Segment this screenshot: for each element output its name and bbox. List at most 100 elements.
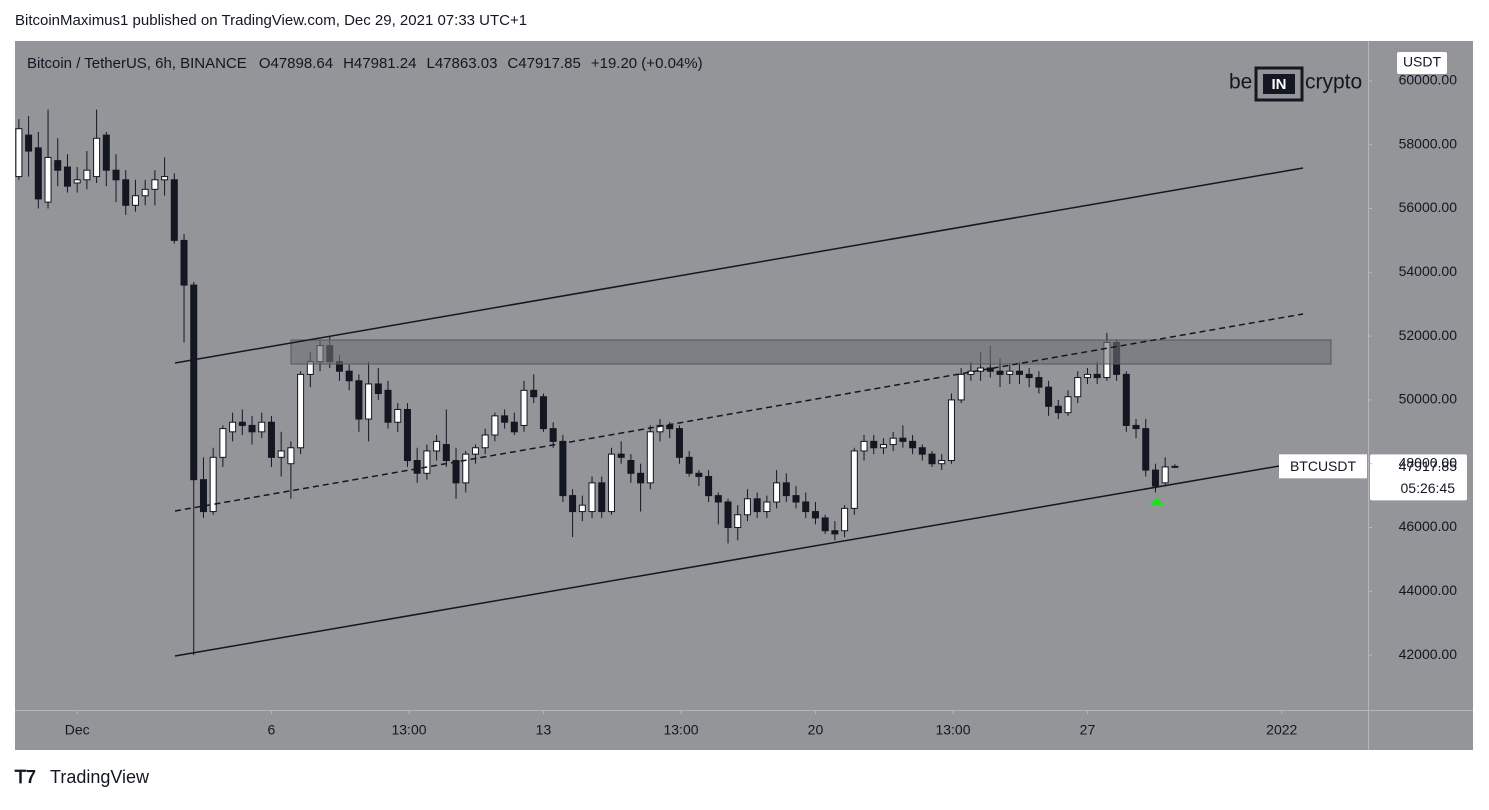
candle-body [792, 495, 800, 503]
candle-body [743, 498, 751, 516]
last-price-box [1370, 454, 1467, 501]
candle-body [170, 179, 178, 241]
logo-right: crypto [1305, 71, 1362, 94]
candle-body [345, 370, 353, 382]
candle-body [1035, 377, 1043, 388]
candle-body [617, 453, 625, 458]
candle-body [841, 507, 849, 532]
x-tick-label: 13:00 [935, 722, 970, 738]
channel-lower [174, 464, 1286, 657]
candle-body [607, 453, 615, 513]
ticker-box [1279, 454, 1367, 479]
candle-body [802, 501, 810, 513]
candle-body [539, 396, 547, 430]
candle-body [403, 408, 411, 462]
candle-body [899, 437, 907, 442]
x-tick-label: 6 [268, 722, 276, 738]
candle-body [199, 479, 207, 513]
footer-icon: ꓔ7 [14, 767, 36, 787]
candle-body [918, 447, 926, 455]
y-tick-label: 58000.00 [1399, 135, 1458, 151]
candle-body [112, 169, 120, 181]
legend-prefix: L [427, 55, 435, 72]
candle-body [238, 421, 246, 426]
candle-body [365, 383, 373, 420]
y-tick-label: 50000.00 [1399, 391, 1458, 407]
candle-body [734, 514, 742, 529]
candle-body [685, 456, 693, 474]
candle-body [1025, 373, 1033, 379]
y-tick-label: 42000.00 [1399, 646, 1458, 662]
candle-body [1006, 370, 1014, 375]
y-tick-label: 54000.00 [1399, 263, 1458, 279]
candle-body [1074, 377, 1082, 398]
ticker-label: BTCUSDT [1290, 458, 1357, 474]
candle-body [44, 156, 52, 203]
y-tick-label: 48000.00 [1399, 454, 1458, 470]
candle-body [229, 421, 237, 433]
resistance-zone [290, 339, 1332, 365]
legend-low: 47863.03 [435, 55, 498, 72]
candle-body [462, 453, 470, 484]
candle-body [714, 495, 722, 503]
candle-body [277, 450, 285, 458]
x-tick-label: 13:00 [663, 722, 698, 738]
publish-header: BitcoinMaximus1 published on TradingView… [15, 12, 527, 29]
x-tick-label: 2022 [1266, 722, 1297, 738]
candle-body [947, 399, 955, 462]
candle-body [491, 415, 499, 436]
channel-upper [174, 167, 1304, 364]
candle-body [471, 447, 479, 455]
candle-body [54, 160, 62, 171]
y-tick-label: 46000.00 [1399, 518, 1458, 534]
symbol-legend: Bitcoin / TetherUS, 6h, BINANCE O47898.64… [27, 55, 703, 72]
candle-body [93, 137, 101, 178]
candle-body [1171, 465, 1179, 468]
logo-middle: IN [1272, 76, 1287, 93]
candle-body [831, 530, 839, 535]
footer-brand: TradingView [50, 767, 150, 787]
logo-left: be [1229, 71, 1252, 94]
candle-body [549, 428, 557, 442]
candle-body [258, 421, 266, 433]
legend-prefix: O [259, 55, 271, 72]
candle-body [1045, 386, 1053, 407]
candle-body [219, 428, 227, 458]
candle-body [141, 188, 149, 197]
price-tag: BTCUSDT 47917.85 05:26:45 [1279, 454, 1467, 501]
legend-close: 47917.85 [518, 55, 581, 72]
logo-box-fill [1263, 74, 1295, 94]
last-price: 47917.85 [1399, 458, 1458, 474]
candle-body [413, 460, 421, 474]
candle-body [773, 482, 781, 503]
candle-body [578, 504, 586, 513]
legend-prefix: C [507, 55, 518, 72]
candle-body [666, 424, 674, 430]
chart-panel [15, 41, 1473, 750]
candle-body [656, 424, 664, 433]
candle-body [996, 370, 1004, 375]
candle-body [384, 389, 392, 423]
candle-body [850, 450, 858, 509]
candle-body [1015, 370, 1023, 375]
candle-body [782, 482, 790, 497]
candle-body [394, 408, 402, 423]
candle-body [452, 460, 460, 484]
legend-high: 47981.24 [354, 55, 417, 72]
candle-body [530, 389, 538, 398]
y-tick-label: 52000.00 [1399, 327, 1458, 343]
candle-body [559, 440, 567, 497]
candle-body [627, 460, 635, 474]
legend-open: 47898.64 [271, 55, 334, 72]
candle-body [442, 444, 450, 462]
candle-body [646, 431, 654, 484]
candle-body [1151, 469, 1159, 487]
candle-body [870, 440, 878, 449]
candle-body [297, 373, 305, 449]
candle-body [423, 450, 431, 474]
candle-body [724, 501, 732, 529]
candle-body [151, 179, 159, 190]
candle-body [928, 453, 936, 465]
y-tick-label: 44000.00 [1399, 582, 1458, 598]
candle-body [879, 444, 887, 449]
